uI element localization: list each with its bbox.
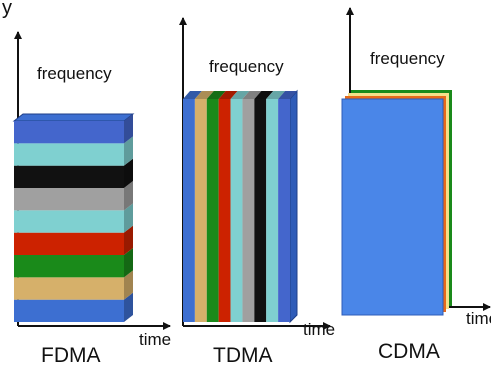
tdma-slot-top (278, 91, 297, 99)
tdma-slot-top (254, 91, 274, 99)
fdma-band-side (124, 181, 133, 211)
fdma-band-side (124, 136, 133, 166)
fdma-band (14, 121, 124, 144)
tdma-slot (278, 99, 290, 322)
tdma-block (183, 89, 298, 324)
fdma-band (14, 210, 124, 233)
fdma-band (14, 165, 124, 188)
cdma-time-label: time (466, 309, 491, 328)
fdma-band (14, 232, 124, 255)
tdma-slot (266, 99, 279, 322)
tdma-time-label: time (303, 320, 335, 339)
fdma-band-side (124, 225, 133, 255)
tdma-slot (242, 99, 255, 322)
fdma-band-side (124, 292, 133, 322)
fdma-block (12, 113, 135, 322)
tdma-slot (206, 99, 219, 322)
fdma-band-side (124, 248, 133, 278)
tdma-slot-top (266, 91, 286, 99)
fdma-band (14, 299, 124, 322)
fdma-band-side (124, 203, 133, 233)
fdma-top-face (12, 113, 135, 122)
fdma-frequency-label: frequency (37, 64, 112, 83)
tdma-slots (183, 91, 297, 322)
fdma-band (14, 188, 124, 211)
tdma-side-face (289, 89, 298, 324)
tdma-slot-top (218, 91, 238, 99)
tdma-slot (183, 99, 195, 322)
fdma-diagram: frequency time FDMA (12, 31, 171, 367)
fdma-band-side (124, 114, 133, 144)
fdma-bands (14, 114, 133, 322)
cdma-frequency-label: frequency (370, 49, 445, 68)
fdma-band (14, 277, 124, 300)
tdma-slot (194, 99, 207, 322)
tdma-slot-top (206, 91, 226, 99)
tdma-frequency-label: frequency (209, 57, 284, 76)
fdma-time-label: time (139, 330, 171, 349)
fdma-band-side (124, 270, 133, 300)
cdma-front-face (341, 98, 444, 316)
tdma-slot-top (230, 91, 250, 99)
tdma-slot (218, 99, 231, 322)
fdma-band (14, 143, 124, 166)
tdma-slot (230, 99, 243, 322)
cdma-block (341, 90, 452, 316)
tdma-slot-top (242, 91, 262, 99)
tdma-slot (254, 99, 267, 322)
tdma-diagram: frequency time TDMA (179, 17, 335, 367)
fdma-title: FDMA (41, 344, 101, 367)
tdma-slot-top (194, 91, 214, 99)
top-text-fragment: y (2, 0, 12, 19)
cdma-title: CDMA (378, 340, 440, 363)
cdma-diagram: frequency time CDMA (341, 7, 491, 363)
fdma-band-side (124, 158, 133, 188)
tdma-slot-top (183, 91, 202, 99)
tdma-title: TDMA (213, 344, 273, 367)
fdma-band (14, 255, 124, 278)
